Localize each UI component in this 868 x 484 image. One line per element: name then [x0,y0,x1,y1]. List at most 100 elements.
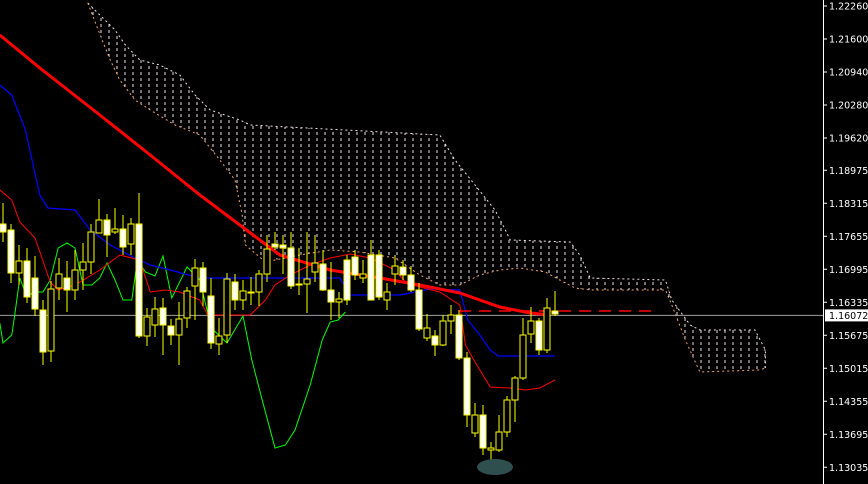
candle-body-bearish [431,335,439,346]
candle [207,278,215,349]
candle-body-bearish [119,228,127,248]
candle [503,396,511,437]
current-price-label: 1.16072 [829,311,868,322]
candle-body-bullish [495,431,503,451]
candle-body-bullish [527,320,535,335]
candle-body-bearish [271,243,279,248]
candle [7,224,15,283]
axis-tick-label: 1.16335 [829,298,868,309]
candle-body-bullish [95,219,103,234]
candle [415,283,423,331]
current-price-box [825,309,868,322]
candle-body-bearish [455,314,463,359]
candle [423,314,431,341]
candle [239,280,247,310]
candle-body-bullish [47,288,55,352]
candle [231,274,239,310]
candle-body-bearish [535,320,543,351]
candle-body-bullish [247,291,255,294]
candle-body-bullish [447,314,455,322]
candle-body-bullish [543,307,551,351]
candle [87,224,95,274]
axis-tick-label: 1.15675 [829,331,868,342]
candle-body-bullish [359,273,367,279]
candle-body-bullish [519,334,527,379]
candle [159,298,167,355]
candle [463,352,471,427]
axis-tick-label: 1.17655 [829,232,868,243]
candle [471,403,479,437]
candle [287,232,295,289]
candle [535,318,543,355]
candle-body-bullish [55,273,63,289]
candle-body-bullish [151,308,159,326]
axis-tick-label: 1.15015 [829,364,868,375]
candle [31,256,39,316]
candle [439,315,447,346]
candle [263,235,271,282]
candle-body-bullish [239,290,247,301]
candle [199,262,207,306]
candle [391,255,399,285]
candle [23,248,31,303]
candle-body-bullish [311,262,319,273]
candle-body-bearish [327,289,335,303]
candle-body-bearish [207,295,215,344]
candle-body-bearish [351,256,359,276]
candle [255,270,263,306]
candle [375,250,383,300]
candle-body-bullish [471,414,479,434]
candle-body-bearish [399,266,407,276]
axis-tick-label: 1.13035 [829,463,868,474]
candle-body-bearish [375,254,383,298]
candle [343,255,351,305]
candle [119,215,127,255]
candle [351,250,359,280]
candle [55,258,63,300]
candle-body-bullish [391,265,399,275]
candle-body-bearish [159,307,167,326]
candle-body-bullish [439,320,447,346]
candle-body-bearish [23,260,31,298]
candle-body-bullish [423,327,431,339]
candle-body-bullish [303,278,311,285]
senkou-span-a-line [87,2,766,373]
candle [295,248,303,295]
candle [47,281,55,362]
candle [151,297,159,337]
candle [95,199,103,234]
candle-body-bullish [15,260,23,274]
candle-body-bearish [551,310,559,315]
axis-tick-label: 1.18975 [829,166,868,177]
candle-body-bullish [487,447,495,451]
candle-body-bullish [335,298,343,303]
candle-body-bearish [63,277,71,291]
candle [303,232,311,313]
candle [135,193,143,338]
candle-body-bearish [479,414,487,449]
candle [527,307,535,343]
candle-body-bearish [343,259,351,301]
candle-body-bullish [87,231,95,263]
candle-body-bullish [263,248,271,275]
candle [455,310,463,360]
axis-tick-label: 1.13695 [829,430,868,441]
candles [0,193,559,475]
candle-body-bearish [287,247,295,287]
candle-body-bearish [39,309,47,353]
axis-tick-label: 1.20940 [829,68,868,79]
axis-tick-label: 1.14355 [829,397,868,408]
candle [479,405,487,455]
candle-body-bearish [279,244,287,249]
candle [279,235,287,274]
axis-tick-label: 1.20280 [829,101,868,112]
candle [79,243,87,290]
candle-body-bearish [7,229,15,274]
kijun-sen-line [0,84,555,357]
candle [247,277,255,305]
axis-tick-label: 1.22260 [829,2,868,13]
candle [103,214,111,257]
candle [167,319,175,345]
